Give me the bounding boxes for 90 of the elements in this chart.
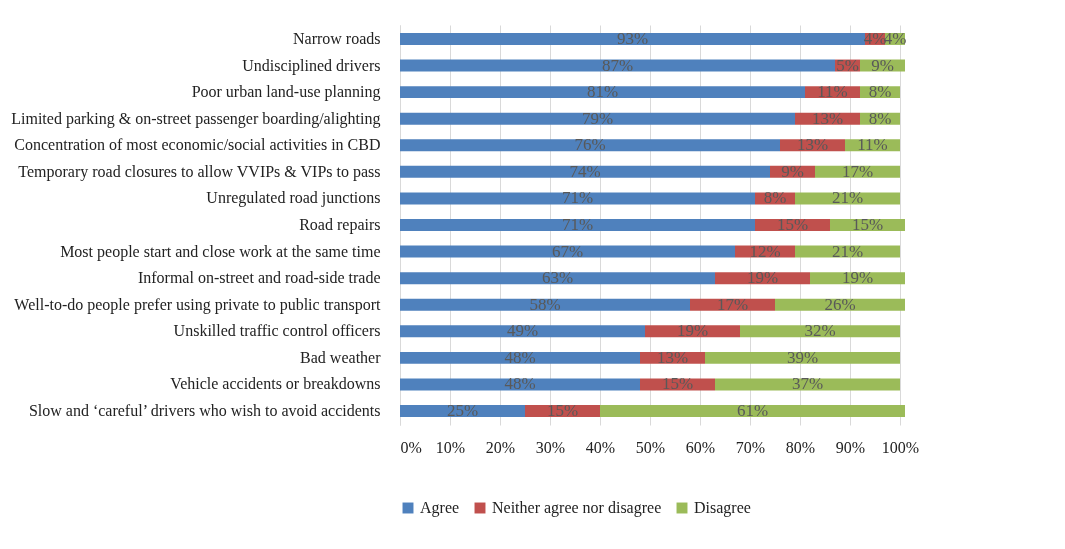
x-tick-label: 20% <box>485 438 516 456</box>
bar <box>400 219 755 231</box>
bar <box>400 325 645 338</box>
data-label: 8% <box>763 188 787 208</box>
x-tick-label: 80% <box>785 438 816 456</box>
data-label: 32% <box>804 321 836 341</box>
data-label: 71% <box>561 188 594 208</box>
data-label: 15% <box>776 215 809 234</box>
bar <box>400 378 640 391</box>
data-label: 12% <box>749 241 781 261</box>
x-tick-label: 30% <box>535 438 566 456</box>
y-tick-label: Undisciplined drivers <box>242 56 381 75</box>
y-tick-label: Slow and ‘careful’ drivers who wish to avoid accidents <box>28 402 381 420</box>
y-tick-label: Well-to-do people prefer using private to public transport <box>14 295 382 314</box>
data-label: 21% <box>831 188 864 208</box>
y-tick-label: Poor urban land-use planning <box>191 83 381 102</box>
data-label: 39% <box>786 347 819 367</box>
data-label: 8% <box>868 82 892 102</box>
data-label: 15% <box>546 401 579 421</box>
data-label: 15% <box>851 215 884 234</box>
legend-label: Disagree <box>694 499 751 517</box>
data-label: 11% <box>857 135 888 155</box>
bar <box>400 245 735 258</box>
data-label: 13% <box>811 108 844 128</box>
data-label: 9% <box>781 161 804 181</box>
data-label: 74% <box>569 161 601 181</box>
x-tick-label: 10% <box>435 438 466 456</box>
x-tick-label: 60% <box>685 438 716 456</box>
data-label: 48% <box>504 347 536 367</box>
x-tick-label: 100% <box>881 438 920 456</box>
y-tick-label: Most people start and close work at the same time <box>60 242 381 261</box>
data-label: 76% <box>574 135 606 155</box>
y-tick-label: Road repairs <box>299 216 381 234</box>
bar <box>400 298 690 311</box>
bar <box>400 112 795 125</box>
y-tick-label: Unskilled traffic control officers <box>173 322 381 340</box>
data-label: 8% <box>868 108 892 128</box>
y-tick-label: Informal on-street and road-side trade <box>137 269 381 287</box>
data-label: 26% <box>824 294 856 314</box>
data-label: 9% <box>871 55 894 75</box>
data-label: 87% <box>601 55 634 75</box>
bar <box>400 59 835 72</box>
x-tick-label: 50% <box>635 438 666 456</box>
data-label: 81% <box>586 82 619 102</box>
bar <box>400 272 715 285</box>
data-label: 79% <box>581 108 614 128</box>
x-tick-label: 70% <box>735 438 766 456</box>
y-tick-label: Temporary road closures to allow VVIPs & VIPs to pass <box>18 162 381 181</box>
data-label: 17% <box>841 161 874 181</box>
bar <box>400 192 755 205</box>
data-label: 21% <box>831 241 864 261</box>
bar <box>400 351 640 364</box>
x-tick-label: 40% <box>585 438 616 456</box>
data-label: 61% <box>736 401 769 421</box>
data-label: 25% <box>446 401 479 421</box>
legend-label: Agree <box>420 499 460 517</box>
y-tick-label: Unregulated road junctions <box>206 189 381 208</box>
data-label: 13% <box>796 135 829 155</box>
data-label: 5% <box>836 55 859 75</box>
data-label: 48% <box>504 374 536 394</box>
bar <box>715 378 900 391</box>
data-label: 19% <box>676 321 709 341</box>
x-tick-label: 90% <box>835 438 866 456</box>
y-tick-label: Narrow roads <box>292 29 381 47</box>
y-tick-label: Vehicle accidents or breakdowns <box>170 375 381 393</box>
data-label: 63% <box>541 268 574 288</box>
y-tick-label: Concentration of most economic/social activities in CBD <box>14 136 381 154</box>
data-label: 37% <box>791 374 824 394</box>
data-label: 49% <box>506 321 539 341</box>
y-tick-label: Limited parking & on-street passenger boarding/alighting <box>11 109 381 128</box>
bar <box>400 165 770 178</box>
data-label: 13% <box>656 347 689 367</box>
data-label: 15% <box>661 374 694 394</box>
bar <box>705 351 900 364</box>
data-label: 11% <box>817 82 848 102</box>
bar <box>400 86 805 99</box>
data-label: 17% <box>716 294 749 314</box>
data-label: 19% <box>841 268 874 288</box>
bar <box>400 139 780 152</box>
bar <box>740 325 900 338</box>
data-label: 93% <box>616 28 649 48</box>
bar <box>600 405 905 418</box>
y-tick-label: Bad weather <box>300 348 382 366</box>
data-label: 19% <box>746 268 779 288</box>
legend-label: Neither agree nor disagree <box>492 499 662 517</box>
x-tick-label: 0% <box>400 438 422 456</box>
data-label: 67% <box>551 241 584 261</box>
bar <box>400 32 865 45</box>
data-label: 71% <box>561 215 594 234</box>
data-label: 58% <box>529 294 561 314</box>
